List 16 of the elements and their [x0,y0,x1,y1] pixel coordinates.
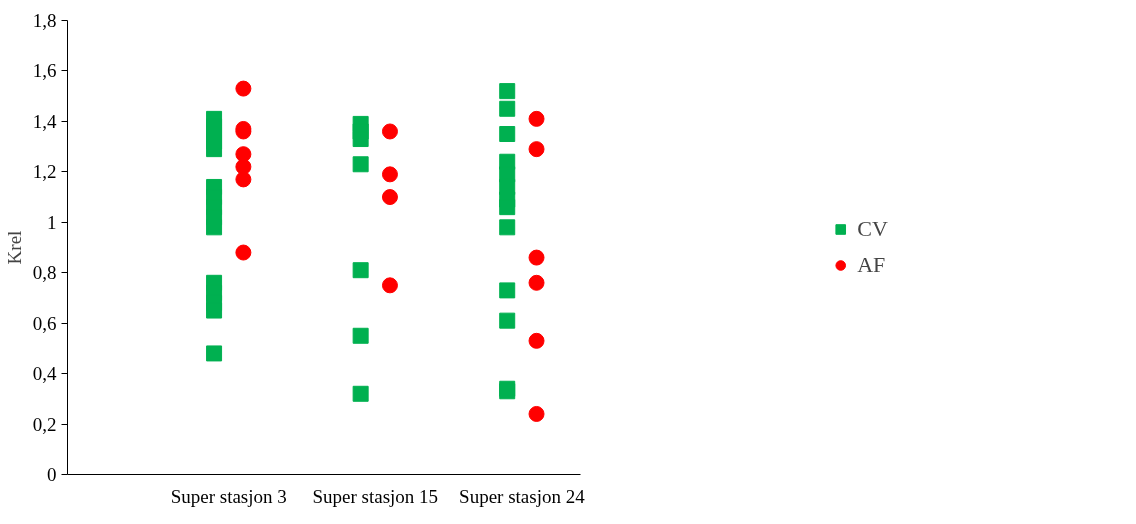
y-tick-label: 0,6 [32,312,57,334]
x-tick-label: Super stasjon 24 [459,485,586,507]
y-tick-label: 1,8 [32,10,57,31]
x-tick-label: Super stasjon 15 [312,485,439,507]
y-tick-label: 1,4 [32,110,57,132]
y-tick-label: 0,2 [32,413,57,435]
y-tick-label: 1,6 [32,60,57,82]
y-tick-label: 1 [47,211,57,233]
legend-label: AF [857,252,886,278]
x-tick-label: Super stasjon 3 [170,485,287,507]
y-axis-title: Krel [3,230,25,265]
y-tick-label: 0,4 [32,363,57,385]
y-tick-label: 0 [47,464,57,485]
y-tick-label: 0,8 [32,262,57,284]
legend-label: CV [857,216,888,242]
y-tick-label: 1,2 [32,161,57,183]
